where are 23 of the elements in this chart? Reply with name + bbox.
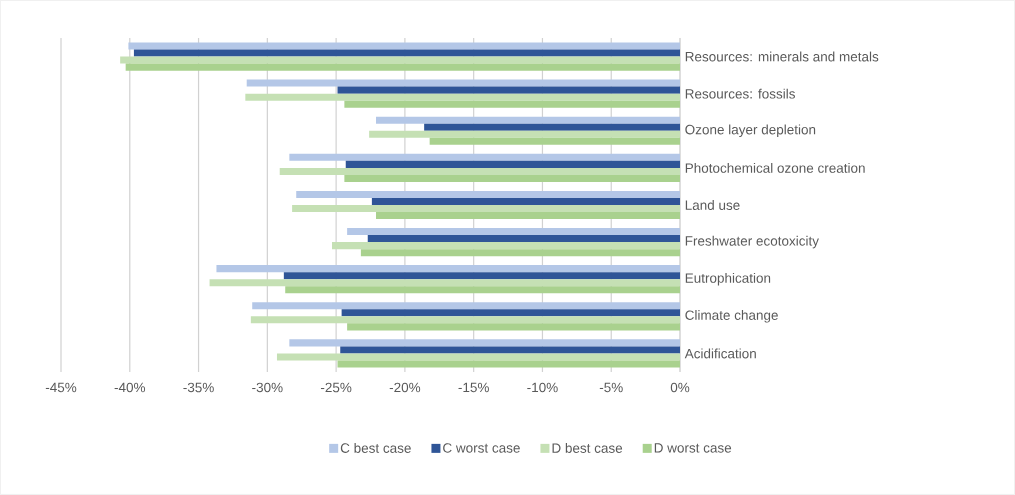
y-tick-label: Eutrophication — [685, 272, 771, 286]
y-tick-label: Land use — [685, 200, 740, 210]
y-tick-label: Photochemical ozone creation — [685, 162, 865, 173]
x-tick-label: -15% — [458, 382, 489, 393]
y-tick-label: Ozone layer depletion — [685, 124, 816, 138]
x-tick-label: -10% — [527, 382, 558, 393]
x-tick-label: 0% — [670, 382, 690, 393]
x-tick-label: -40% — [114, 382, 146, 393]
legend-label: D best case — [552, 442, 623, 453]
legend-label: C worst case — [443, 443, 520, 453]
x-tick-label: -20% — [389, 382, 421, 393]
legend-label: D worst case — [654, 443, 732, 453]
y-tick-label: Acidification — [684, 348, 756, 359]
y-tick-label: Resources: minerals and metals — [685, 51, 879, 62]
y-tick-label: Resources: fossils — [685, 88, 795, 99]
x-tick-label: -5% — [599, 382, 623, 393]
x-tick-label: -35% — [183, 382, 214, 393]
x-tick-label: -30% — [252, 382, 283, 393]
x-tick-label: -45% — [45, 382, 77, 393]
y-tick-label: Climate change — [685, 310, 778, 323]
y-tick-label: Freshwater ecotoxicity — [685, 235, 819, 249]
x-tick-label: -25% — [320, 382, 352, 393]
legend-label: C best case — [340, 442, 411, 453]
